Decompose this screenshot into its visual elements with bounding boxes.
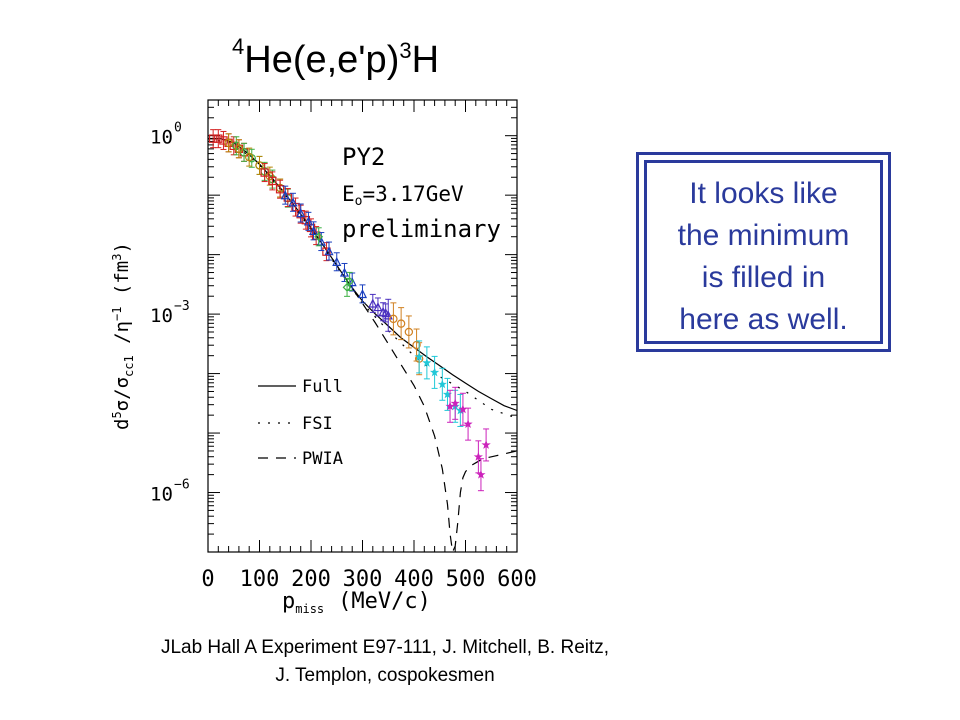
- callout-text: It looks like the minimum is filled in h…: [647, 173, 880, 341]
- data-point: [324, 246, 334, 256]
- data-point: [437, 379, 447, 389]
- curve-full: [208, 138, 518, 412]
- callout-line: It looks like: [689, 177, 838, 210]
- x-tick-label: 300: [343, 567, 383, 592]
- data-point: [345, 276, 355, 286]
- y-tick-exponent: 0: [174, 121, 182, 136]
- callout-inner-border: It looks like the minimum is filled in h…: [644, 160, 883, 344]
- data-point: [404, 327, 414, 337]
- data-point: [255, 161, 264, 170]
- data-point: [283, 193, 293, 202]
- data-point: [208, 134, 218, 143]
- series-kin8: [389, 302, 424, 376]
- callout-line: the minimum: [677, 219, 850, 252]
- preliminary-label: preliminary: [342, 215, 501, 243]
- data-point: [288, 197, 298, 207]
- series-kin7: [368, 293, 393, 332]
- x-tick-label: 500: [446, 567, 486, 592]
- x-tick-label: 400: [394, 567, 434, 592]
- x-tick-label: 0: [201, 567, 214, 592]
- plot-title: 4He(e,e'p)3H: [232, 34, 439, 82]
- data-point: [275, 185, 285, 194]
- data-point: [414, 352, 424, 361]
- y-tick-exponent: −6: [174, 478, 190, 493]
- series-kin10: [445, 386, 491, 492]
- x-tick-label: 600: [497, 567, 537, 592]
- data-point: [332, 256, 342, 266]
- data-point: [396, 319, 406, 328]
- legend-label-full: Full: [302, 377, 343, 397]
- legend: Full FSI PWIA: [258, 377, 343, 469]
- data-point: [296, 208, 306, 218]
- x-axis-label: pmiss (MeV/c): [282, 589, 431, 616]
- series-kin4: [260, 163, 331, 262]
- y-tick-exponent: −3: [174, 299, 190, 314]
- credit-line: JLab Hall A Experiment E97-111, J. Mitch…: [160, 637, 610, 658]
- data-point: [268, 176, 277, 186]
- callout-line: is filled in: [701, 261, 826, 294]
- data-point: [224, 138, 233, 148]
- data-point: [316, 236, 326, 246]
- legend-label-pwia: PWIA: [302, 449, 343, 469]
- data-points: [208, 129, 491, 492]
- plot-frame: [207, 99, 518, 553]
- title-subscript: 3: [399, 38, 412, 63]
- legend-label-fsi: FSI: [302, 414, 333, 434]
- data-point: [309, 225, 319, 236]
- kinematics-label: PY2: [342, 143, 385, 171]
- y-axis-label: d5σ/σcc1 /η−1 (fm3): [110, 242, 136, 430]
- callout-line: here as well.: [679, 303, 848, 336]
- data-point: [445, 401, 455, 411]
- series-kin6: [314, 227, 355, 297]
- y-tick-label: 10: [150, 484, 173, 506]
- data-point: [412, 340, 421, 350]
- y-tick-label: 10: [150, 305, 173, 327]
- data-point: [280, 190, 290, 200]
- credit-line: J. Templon, cospokesmen: [275, 665, 495, 686]
- x-tick-label: 200: [291, 567, 331, 592]
- data-point: [219, 136, 228, 145]
- beam-energy-label: Eo=3.17GeV: [342, 182, 464, 209]
- data-point: [347, 277, 357, 287]
- data-point: [422, 357, 432, 367]
- x-tick-label: 100: [240, 567, 280, 592]
- data-point: [463, 419, 473, 428]
- annotations: PY2 Eo=3.17GeV preliminary: [342, 143, 501, 243]
- title-main: He(e,e'p): [244, 39, 400, 81]
- curve-fsi: [207, 138, 518, 419]
- data-point: [368, 298, 378, 308]
- data-point: [357, 288, 368, 299]
- callout-box: It looks like the minimum is filled in h…: [636, 152, 891, 352]
- data-point: [476, 469, 486, 479]
- credit-text: JLab Hall A Experiment E97-111, J. Mitch…: [60, 634, 710, 690]
- title-superscript: 4: [232, 34, 245, 59]
- y-tick-label: 10: [150, 127, 173, 149]
- title-tail: H: [411, 39, 440, 81]
- data-point: [339, 267, 350, 277]
- data-point: [303, 216, 313, 226]
- data-point: [429, 367, 440, 377]
- data-point: [373, 302, 383, 312]
- data-point: [234, 144, 244, 153]
- data-point: [260, 168, 269, 177]
- data-point: [214, 134, 223, 143]
- data-point: [481, 440, 491, 449]
- data-point: [244, 152, 254, 162]
- data-point: [389, 314, 398, 324]
- data-point: [314, 232, 324, 242]
- data-point: [450, 398, 460, 408]
- data-point: [383, 310, 393, 320]
